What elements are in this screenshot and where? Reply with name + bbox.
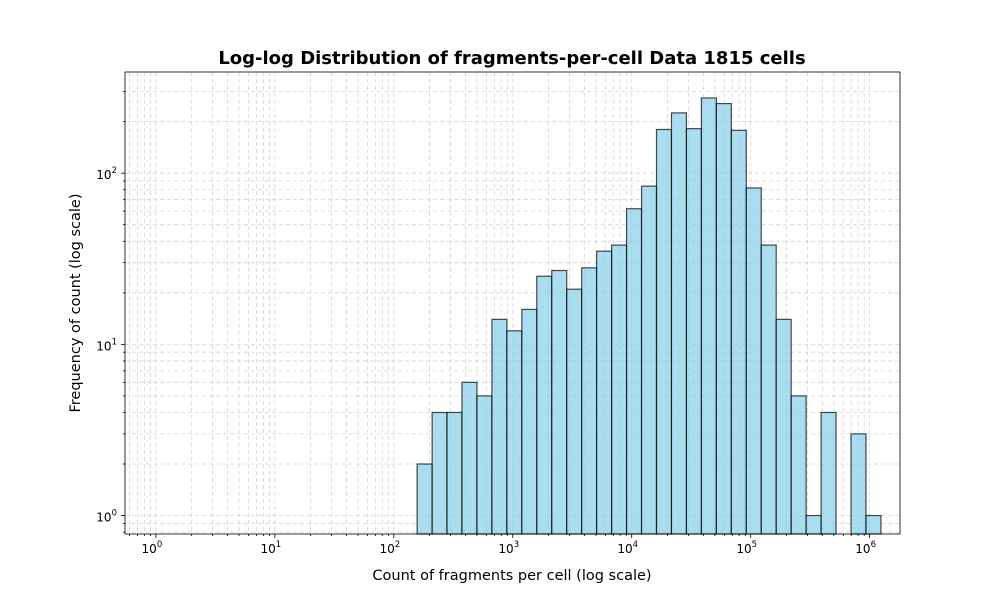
y-axis-ticks: 100 101 102 [96,91,125,533]
histogram-bar [596,250,613,535]
histogram-bar [506,330,523,535]
histogram-bars [416,97,882,535]
histogram-bar [850,433,867,535]
x-tick-label: 100 [142,540,163,556]
histogram-bar [730,129,747,535]
histogram-bar [416,463,433,535]
histogram-bar [715,102,732,535]
histogram-bar [760,244,777,535]
x-tick-label: 106 [855,540,876,556]
histogram-bar [640,185,658,535]
x-tick-label: 101 [260,540,281,556]
histogram-bar [521,308,538,535]
histogram-bar [476,395,493,535]
chart-title: Log-log Distribution of fragments-per-ce… [218,48,805,69]
histogram-bar [790,395,807,535]
x-tick-label: 103 [498,540,519,556]
histogram-bar [491,318,508,535]
y-tick-label: 102 [96,166,117,182]
y-tick-label: 100 [96,509,117,525]
histogram-bar [685,128,702,535]
histogram-bar [581,267,598,535]
histogram-bar [805,514,822,535]
histogram-bar [865,514,882,535]
histogram-bar [431,411,448,535]
x-tick-label: 102 [379,540,400,556]
x-axis-label: Count of fragments per cell (log scale) [372,568,651,584]
histogram-bar [551,269,568,535]
histogram-bar [611,244,628,535]
histogram-bar [670,112,688,535]
histogram-bar [446,411,463,535]
x-tick-label: 104 [617,540,638,556]
histogram-bar [655,128,673,535]
histogram-bar [566,288,583,535]
histogram-bar [461,381,478,535]
histogram-bar [745,187,762,535]
x-axis-ticks: 100 101 102 103 104 105 106 [129,534,876,556]
histogram-bar [625,208,643,535]
histogram-bar [775,318,792,535]
histogram-bar [820,411,837,535]
histogram-bar [536,275,553,535]
y-axis-label: Frequency of count (log scale) [68,193,84,412]
y-tick-label: 101 [96,337,117,353]
x-tick-label: 105 [736,540,757,556]
histogram-bar [700,97,717,535]
